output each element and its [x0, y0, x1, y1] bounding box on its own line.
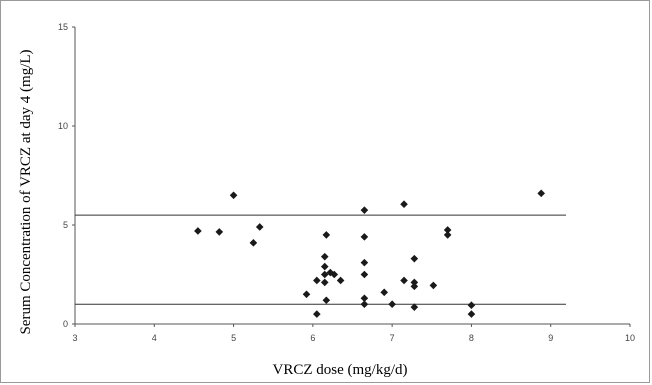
x-tick-label: 6	[310, 333, 315, 343]
data-point	[360, 206, 369, 214]
y-tick-label: 15	[58, 22, 68, 32]
x-axis-label: VRCZ dose (mg/kg/d)	[273, 362, 408, 378]
data-point	[322, 296, 331, 305]
data-point	[360, 294, 369, 303]
data-point	[360, 300, 369, 308]
data-point	[194, 227, 202, 235]
data-point	[229, 191, 238, 200]
x-tick-label: 3	[72, 333, 77, 343]
x-tick-label: 4	[152, 333, 157, 343]
data-point	[255, 223, 264, 231]
axes	[74, 27, 630, 325]
data-point	[302, 290, 311, 299]
data-point	[380, 288, 389, 297]
data-point	[320, 278, 329, 287]
data-point	[467, 310, 476, 318]
data-point	[360, 258, 369, 267]
data-point	[400, 200, 408, 209]
data-point	[313, 310, 321, 318]
y-tick-label: 10	[58, 121, 68, 131]
data-point	[360, 270, 369, 279]
reference-lines	[75, 214, 566, 305]
data-point	[320, 252, 329, 261]
data-point	[215, 228, 224, 236]
data-point	[326, 268, 335, 277]
x-tick-label: 5	[231, 333, 236, 343]
x-tick-labels: 3 4 5 6 7 8 9 10	[72, 324, 635, 343]
data-point	[443, 231, 452, 239]
data-point	[360, 233, 369, 241]
data-point	[410, 278, 419, 287]
data-point	[320, 262, 329, 271]
data-point	[322, 231, 331, 239]
data-point	[400, 276, 408, 285]
data-point	[537, 189, 545, 198]
data-points	[194, 189, 545, 318]
data-point	[410, 282, 419, 291]
y-tick-labels: 0 5 10 15	[58, 22, 75, 329]
data-point	[429, 281, 438, 290]
y-tick-label: 0	[63, 319, 68, 329]
y-tick-label: 5	[63, 220, 68, 230]
data-point	[410, 254, 419, 263]
data-point	[313, 276, 321, 285]
data-point	[443, 226, 452, 234]
data-point	[467, 301, 476, 309]
data-point	[410, 303, 419, 311]
data-point	[336, 276, 345, 285]
data-point	[388, 300, 396, 308]
y-axis-label: Serum Concentration of VRCZ at day 4 (mg…	[18, 49, 34, 334]
data-point	[249, 239, 258, 247]
x-tick-label: 10	[625, 333, 635, 343]
x-tick-label: 9	[548, 333, 553, 343]
x-tick-label: 8	[469, 333, 474, 343]
x-tick-label: 7	[390, 333, 395, 343]
data-point	[330, 270, 339, 279]
